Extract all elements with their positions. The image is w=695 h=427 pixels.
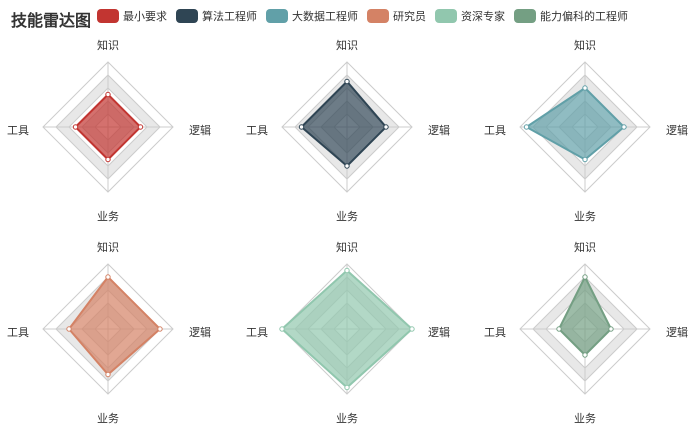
- data-point[interactable]: [608, 326, 614, 332]
- chart-title: 技能雷达图: [11, 11, 92, 30]
- data-point[interactable]: [105, 156, 111, 163]
- indicator-label: 业务: [574, 210, 596, 223]
- legend-swatch: [514, 9, 536, 23]
- indicator-label: 知识: [574, 38, 596, 52]
- indicator-label: 逻辑: [666, 325, 688, 339]
- data-point[interactable]: [72, 124, 79, 130]
- legend-label: 研究员: [393, 10, 426, 23]
- indicator-label: 工具: [7, 124, 29, 137]
- legend-label: 能力偏科的工程师: [540, 10, 628, 23]
- legend-item-4[interactable]: 资深专家: [435, 8, 505, 24]
- series-area[interactable]: [281, 269, 413, 389]
- data-point[interactable]: [105, 274, 111, 280]
- data-point[interactable]: [298, 124, 305, 130]
- data-point[interactable]: [157, 326, 163, 332]
- indicator-label: 知识: [97, 38, 119, 52]
- data-point[interactable]: [105, 371, 111, 378]
- indicator-label: 逻辑: [428, 123, 450, 137]
- indicator-label: 工具: [246, 326, 268, 339]
- indicator-label: 知识: [336, 38, 358, 52]
- legend-swatch: [97, 9, 119, 23]
- legend-swatch: [367, 9, 389, 23]
- indicator-label: 知识: [336, 240, 358, 254]
- data-point[interactable]: [582, 85, 588, 91]
- legend-label: 资深专家: [461, 10, 505, 23]
- data-point[interactable]: [344, 78, 350, 85]
- data-point[interactable]: [66, 326, 72, 332]
- data-point[interactable]: [344, 163, 350, 169]
- data-point[interactable]: [137, 124, 144, 130]
- legend-label: 算法工程师: [202, 10, 257, 23]
- indicator-label: 工具: [484, 124, 506, 137]
- indicator-label: 工具: [484, 326, 506, 339]
- indicator-label: 业务: [336, 210, 358, 223]
- indicator-label: 工具: [7, 326, 29, 339]
- data-point[interactable]: [582, 352, 588, 358]
- legend-item-1[interactable]: 算法工程师: [176, 8, 257, 24]
- data-point[interactable]: [582, 274, 588, 280]
- indicator-label: 知识: [574, 240, 596, 254]
- legend-item-3[interactable]: 研究员: [367, 8, 426, 24]
- data-point[interactable]: [105, 91, 111, 98]
- indicator-label: 工具: [246, 124, 268, 137]
- data-point[interactable]: [582, 156, 588, 163]
- data-point[interactable]: [279, 326, 285, 332]
- data-point[interactable]: [556, 326, 562, 332]
- legend-swatch: [266, 9, 288, 23]
- indicator-label: 知识: [97, 240, 119, 254]
- indicator-label: 逻辑: [666, 123, 688, 137]
- indicator-label: 逻辑: [428, 325, 450, 339]
- legend-label: 最小要求: [123, 10, 167, 23]
- legend-label: 大数据工程师: [292, 10, 358, 23]
- indicator-label: 逻辑: [189, 325, 211, 339]
- indicator-label: 逻辑: [189, 123, 211, 137]
- data-point[interactable]: [383, 124, 389, 130]
- legend-swatch: [435, 9, 457, 23]
- data-point[interactable]: [344, 384, 350, 391]
- legend-item-5[interactable]: 能力偏科的工程师: [514, 8, 628, 24]
- data-point[interactable]: [344, 267, 350, 274]
- data-point[interactable]: [409, 326, 415, 332]
- indicator-label: 业务: [97, 412, 119, 425]
- data-point[interactable]: [621, 124, 627, 130]
- indicator-label: 业务: [574, 412, 596, 425]
- indicator-label: 业务: [97, 210, 119, 223]
- legend: 最小要求 算法工程师 大数据工程师 研究员 资深专家 能力偏科的工程师: [97, 8, 637, 24]
- indicator-label: 业务: [336, 412, 358, 425]
- legend-item-2[interactable]: 大数据工程师: [266, 8, 358, 24]
- legend-item-0[interactable]: 最小要求: [97, 8, 167, 24]
- legend-swatch: [176, 9, 198, 23]
- data-point[interactable]: [523, 124, 530, 130]
